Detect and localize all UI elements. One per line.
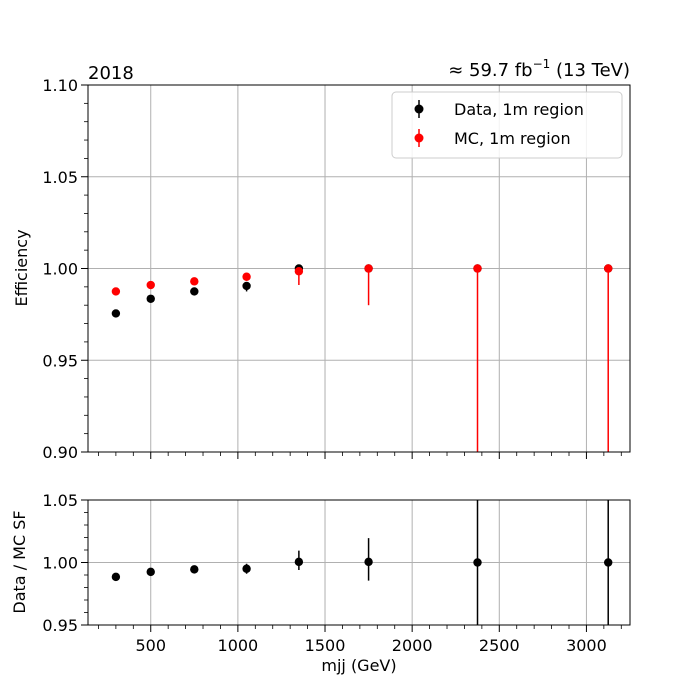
ratio-points xyxy=(111,500,613,625)
legend-marker-mc xyxy=(414,133,424,143)
data-point xyxy=(294,557,304,567)
ratio-ticks: 0.95 1.00 1.05 500 1000 1500 2000 2500 3000 xyxy=(42,491,622,655)
data-point xyxy=(146,280,155,290)
lumi-suffix: (13 TeV) xyxy=(550,60,630,81)
series-0 xyxy=(111,264,613,318)
data-point xyxy=(111,309,121,318)
data-point xyxy=(294,267,304,276)
series-0 xyxy=(111,500,613,625)
lumi-exponent: −1 xyxy=(533,57,551,71)
x-tick-label: 2000 xyxy=(392,636,433,655)
legend-box xyxy=(391,91,623,159)
data-point xyxy=(473,558,482,567)
series-layer xyxy=(111,264,613,452)
x-tick-label: 1000 xyxy=(218,636,259,655)
ratio-panel: 0.95 1.00 1.05 500 1000 1500 2000 2500 3000 Data… xyxy=(10,491,631,675)
efficiency-panel: 0.90 0.95 1.00 1.05 1.10 Efficiency Data, 1m… xyxy=(12,76,631,462)
x-tick-label: 2500 xyxy=(479,636,520,655)
efficiency-points xyxy=(111,264,613,452)
year-label: 2018 xyxy=(88,63,134,84)
y-tick-label: 1.05 xyxy=(42,168,78,187)
data-point xyxy=(146,294,155,303)
data-point xyxy=(604,264,613,273)
data-point xyxy=(473,264,482,273)
y-tick-label: 1.00 xyxy=(42,260,78,279)
ratio-xlabel: mjj (GeV) xyxy=(321,656,396,675)
data-point xyxy=(604,558,613,567)
y-tick-label: 1.00 xyxy=(42,554,78,573)
data-point xyxy=(146,567,155,577)
data-point xyxy=(111,572,121,582)
series-1 xyxy=(111,264,613,452)
y-tick-label: 0.95 xyxy=(42,616,78,635)
legend: Data, 1m region MC, 1m region xyxy=(391,91,623,159)
y-tick-label: 1.10 xyxy=(42,76,78,95)
luminosity-label: ≈ 59.7 fb−1 (13 TeV) xyxy=(448,57,630,81)
y-tick-label: 1.05 xyxy=(42,491,78,510)
ratio-ylabel: Data / MC SF xyxy=(10,510,29,613)
x-tick-label: 500 xyxy=(135,636,166,655)
data-point xyxy=(111,287,121,296)
efficiency-ticks: 0.90 0.95 1.00 1.05 1.10 xyxy=(42,76,622,462)
y-tick-label: 0.95 xyxy=(42,351,78,370)
efficiency-ylabel: Efficiency xyxy=(12,229,31,306)
x-tick-label: 1500 xyxy=(305,636,346,655)
data-point xyxy=(242,272,251,281)
data-point xyxy=(190,287,199,296)
data-point xyxy=(364,264,373,273)
data-point xyxy=(364,557,373,567)
data-point xyxy=(242,564,251,573)
y-tick-label: 0.90 xyxy=(42,443,78,462)
data-point xyxy=(242,281,251,291)
x-tick-label: 3000 xyxy=(566,636,607,655)
lumi-prefix: ≈ 59.7 fb xyxy=(448,60,532,81)
data-point xyxy=(190,277,199,286)
ratio-grid xyxy=(88,500,630,625)
series-layer xyxy=(111,500,613,625)
legend-marker-data xyxy=(414,104,424,114)
legend-label-mc: MC, 1m region xyxy=(454,129,571,148)
legend-label-data: Data, 1m region xyxy=(454,100,584,119)
data-point xyxy=(190,565,199,574)
